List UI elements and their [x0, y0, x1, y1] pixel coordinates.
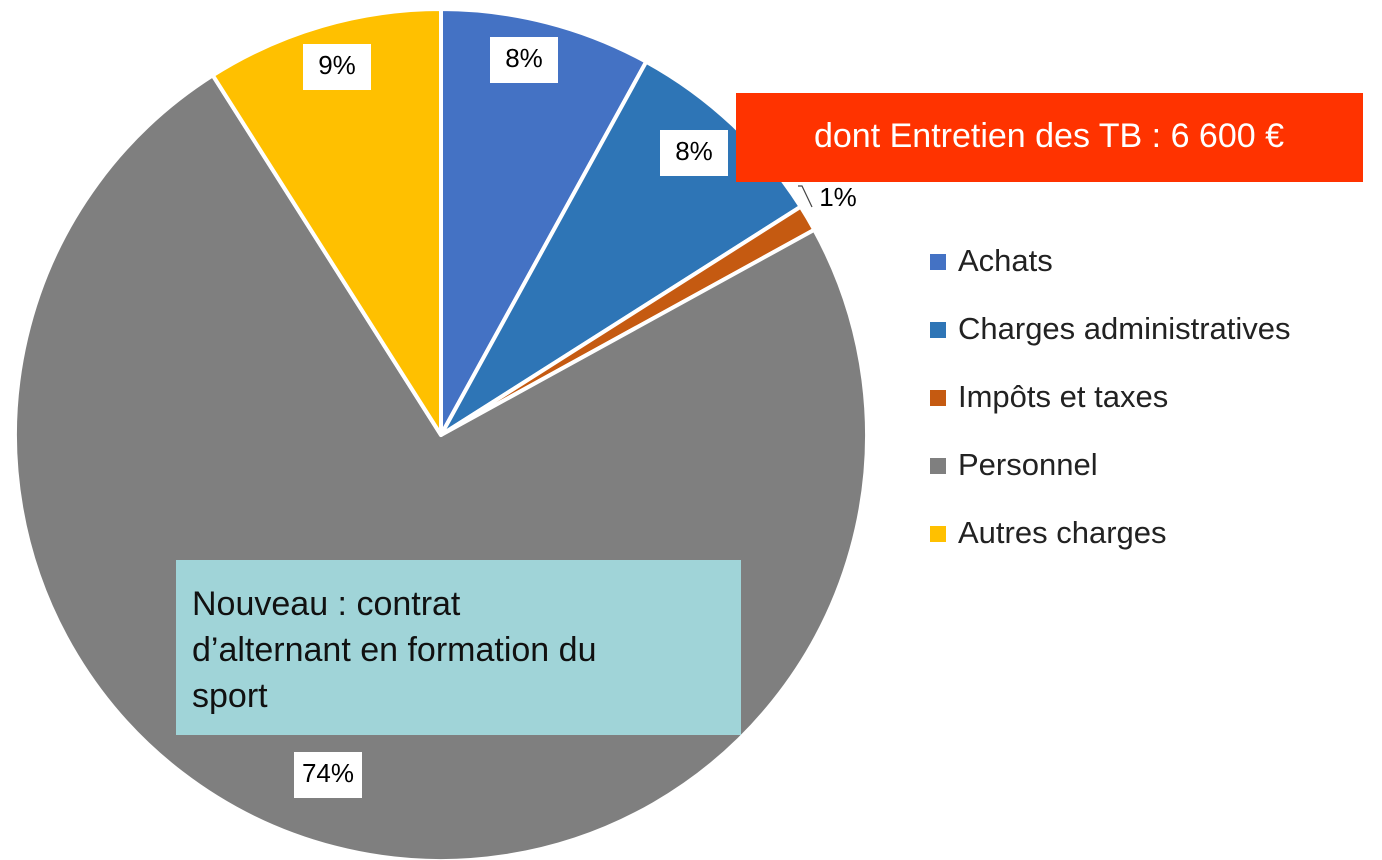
legend-label: Impôts et taxes: [958, 379, 1168, 414]
data-label: 9%: [318, 50, 356, 80]
legend-swatch: [930, 390, 946, 406]
pie-slice: [439, 7, 649, 437]
legend-swatch: [930, 254, 946, 270]
leader-line: [798, 185, 813, 208]
pie-slice: [210, 7, 443, 437]
legend-swatch: [930, 458, 946, 474]
data-label-box: [303, 44, 371, 90]
annotation: dont Entretien des TB : 6 600 €: [814, 117, 1284, 155]
data-label: 74%: [302, 758, 354, 788]
legend-label: Autres charges: [958, 515, 1167, 550]
data-label-box: [490, 37, 558, 83]
data-label: 1%: [819, 182, 857, 212]
legend-swatch: [930, 526, 946, 542]
annotation-box: [176, 560, 741, 735]
legend-label: Personnel: [958, 447, 1098, 482]
data-label: 8%: [675, 136, 713, 166]
annotation-box: [736, 93, 1363, 182]
annotation: Nouveau : contrat: [192, 585, 461, 623]
data-label-box: [294, 752, 362, 798]
legend-swatch: [930, 322, 946, 338]
legend-label: Charges administratives: [958, 311, 1291, 346]
data-label-box: [660, 130, 728, 176]
annotation: sport: [192, 677, 268, 715]
data-label: 8%: [505, 43, 543, 73]
legend-label: Achats: [958, 243, 1053, 278]
annotation: d’alternant en formation du: [192, 631, 596, 669]
